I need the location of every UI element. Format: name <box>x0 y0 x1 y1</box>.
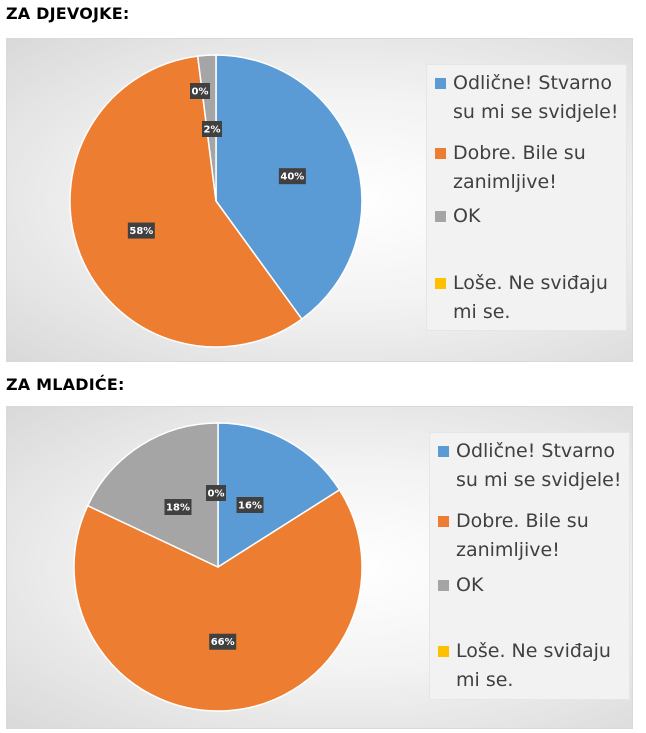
svg-text:2%: 2% <box>204 125 221 136</box>
pie-data-label-good: 58% <box>127 222 155 239</box>
chart-title-girls: ZA DJEVOJKE: <box>6 4 130 23</box>
pie-slice-ok <box>86 422 219 569</box>
legend-swatch-excellent <box>438 446 449 457</box>
pie-data-label-excellent: 16% <box>236 497 264 513</box>
svg-text:0%: 0% <box>192 87 209 98</box>
legend-swatch-excellent <box>435 78 446 89</box>
legend-label-ok: OK <box>456 574 484 596</box>
legend-swatch-bad <box>438 646 449 657</box>
legend-girls: Odlične! Stvarno su mi se svidjele! Dobr… <box>426 64 627 331</box>
pie-chart-girls: 40% 58% 2% 0% Odlične! Stvarno su mi se svi… <box>6 38 633 362</box>
pie-data-label-good: 66% <box>209 633 237 650</box>
pie-boys-svg: 16% 66% 18% 0% <box>73 422 363 712</box>
pie-slice-good <box>69 55 303 348</box>
pie-chart-boys: 16% 66% 18% 0% Odlične! Stvarno su mi se sv… <box>6 406 633 729</box>
pie-data-label-bad: 0% <box>206 485 226 501</box>
chart-title-boys: ZA MLADIĆE: <box>6 375 125 394</box>
legend-label-excellent: Odlične! Stvarno su mi se svidjele! <box>456 440 622 491</box>
pie-slice-excellent <box>217 422 341 569</box>
svg-text:58%: 58% <box>129 226 153 237</box>
pie-data-label-bad: 0% <box>190 83 210 99</box>
legend-swatch-good <box>438 516 449 527</box>
svg-text:0%: 0% <box>208 489 225 500</box>
legend-label-excellent: Odlične! Stvarno su mi se svidjele! <box>453 72 619 123</box>
legend-swatch-bad <box>435 278 446 289</box>
pie-slice-good <box>73 488 363 712</box>
pie-girls-svg: 40% 58% 2% 0% <box>69 54 363 348</box>
legend-boys: Odlične! Stvarno su mi se svidjele! Dobr… <box>429 432 630 700</box>
legend-label-good: Dobre. Bile su zanimljive! <box>456 510 589 561</box>
legend-swatch-ok <box>435 211 446 222</box>
pie-data-label-ok: 2% <box>202 121 222 137</box>
svg-text:16%: 16% <box>238 501 262 512</box>
pie-data-label-excellent: 40% <box>278 168 306 185</box>
svg-text:18%: 18% <box>166 503 190 514</box>
pie-data-label-ok: 18% <box>164 499 192 515</box>
svg-text:40%: 40% <box>280 172 304 183</box>
legend-label-bad: Loše. Ne sviđaju mi se. <box>456 640 611 691</box>
legend-label-bad: Loše. Ne sviđaju mi se. <box>453 272 608 323</box>
legend-swatch-ok <box>438 580 449 591</box>
legend-label-ok: OK <box>453 205 481 227</box>
pie-slice-excellent <box>215 54 363 321</box>
svg-text:66%: 66% <box>211 637 235 648</box>
legend-label-good: Dobre. Bile su zanimljive! <box>453 142 586 193</box>
legend-swatch-good <box>435 148 446 159</box>
